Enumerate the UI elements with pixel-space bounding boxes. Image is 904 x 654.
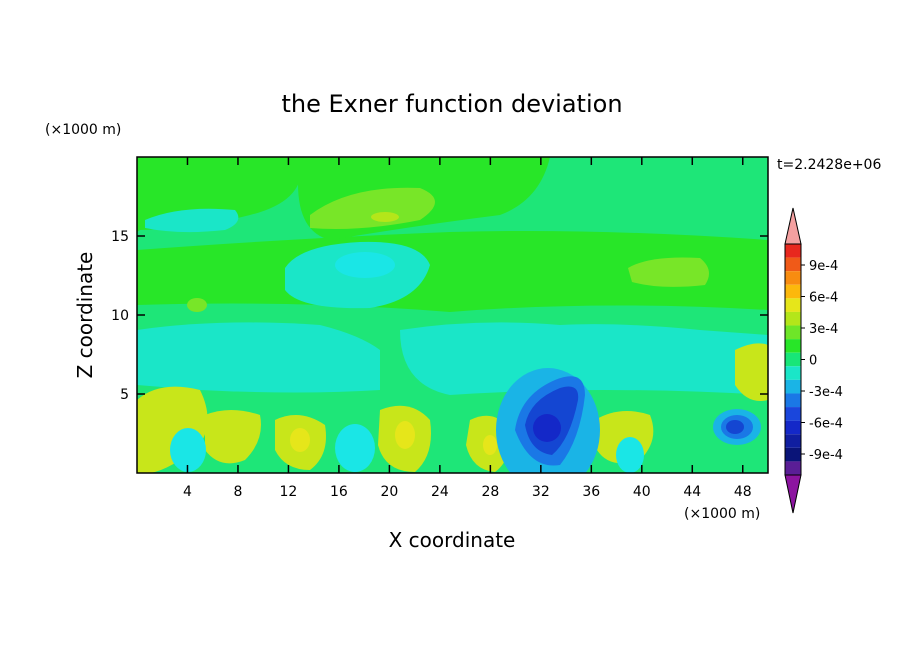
colorbar-label: -9e-4 [809,448,843,463]
lower-positive-core-b [290,428,310,452]
colorbar-label: -6e-4 [809,417,843,432]
colorbar-swatch [785,311,801,326]
colorbar-over-triangle [784,207,802,245]
small-positive [187,298,207,312]
colorbar-label: 6e-4 [809,291,838,306]
colorbar-swatch [785,298,801,312]
colorbar-swatch [785,244,801,258]
colorbar-label: 9e-4 [809,259,838,274]
time-label: t=2.2428e+06 [777,157,881,173]
y-tick-label: 5 [120,387,129,403]
colorbar-swatch [785,284,801,299]
x-axis-label: X coordinate [389,528,516,552]
x-tick-label: 8 [233,484,242,500]
colorbar-swatch [785,447,801,462]
x-tick-label: 24 [431,484,449,500]
colorbar-swatch [785,393,801,408]
colorbar-label: 3e-4 [809,322,838,337]
colorbar-label: 0 [809,354,817,369]
x-tick-label: 20 [380,484,398,500]
colorbar-swatch [785,420,801,435]
upper-right-positive [628,257,709,287]
strong-low-32-core [533,414,561,442]
right-negative [400,322,768,395]
upper-positive-core [371,212,399,222]
colorbar-swatch [785,366,801,380]
colorbar-swatch [785,352,801,367]
colorbar-swatch [785,379,801,394]
colorbar-swatch [785,461,801,475]
x-tick-label: 16 [330,484,348,500]
colorbar-label: -3e-4 [809,385,843,400]
colorbar-swatch [785,407,801,421]
lower-positive-a [205,410,261,464]
lower-negative-b [335,424,375,472]
colorbar-swatch [785,257,801,272]
y-axis: 5 10 15 [111,229,768,403]
lower-negative-c [616,437,644,473]
y-tick-label: 15 [111,229,129,245]
x-axis: 4 8 12 16 20 24 28 32 36 40 44 48 [183,157,752,500]
lower-positive-core-d [483,435,497,455]
lower-positive-core-c [395,421,415,449]
x-tick-label: 40 [633,484,651,500]
upper-negative-left [145,208,239,233]
colorbar-swatch [785,434,801,448]
colorbar-under-triangle [784,474,802,514]
x-tick-label: 44 [683,484,701,500]
colorbar-swatch [785,325,801,340]
x-tick-label: 4 [183,484,192,500]
x-tick-label: 12 [280,484,298,500]
x-tick-label: 28 [481,484,499,500]
x-tick-label: 36 [582,484,600,500]
y-axis-label: Z coordinate [73,252,97,379]
y-tick-label: 10 [111,308,129,324]
colorbar-swatch [785,271,801,285]
chart-title: the Exner function deviation [281,90,622,118]
left-negative [137,322,380,393]
x-tick-label: 48 [734,484,752,500]
upper-negative-core [335,252,395,278]
lower-negative-a [170,428,206,472]
contour-field [137,157,768,473]
strong-low-47-core [726,420,744,434]
y-unit-label: (×1000 m) [45,122,121,138]
x-tick-label: 32 [532,484,550,500]
x-unit-label: (×1000 m) [684,506,760,522]
upper-positive-patch [310,187,435,229]
colorbar: 9e-4 6e-4 3e-4 0 -3e-4 -6e-4 -9e-4 [784,207,843,514]
colorbar-swatch [785,339,801,353]
lower-positive-f [735,343,768,401]
